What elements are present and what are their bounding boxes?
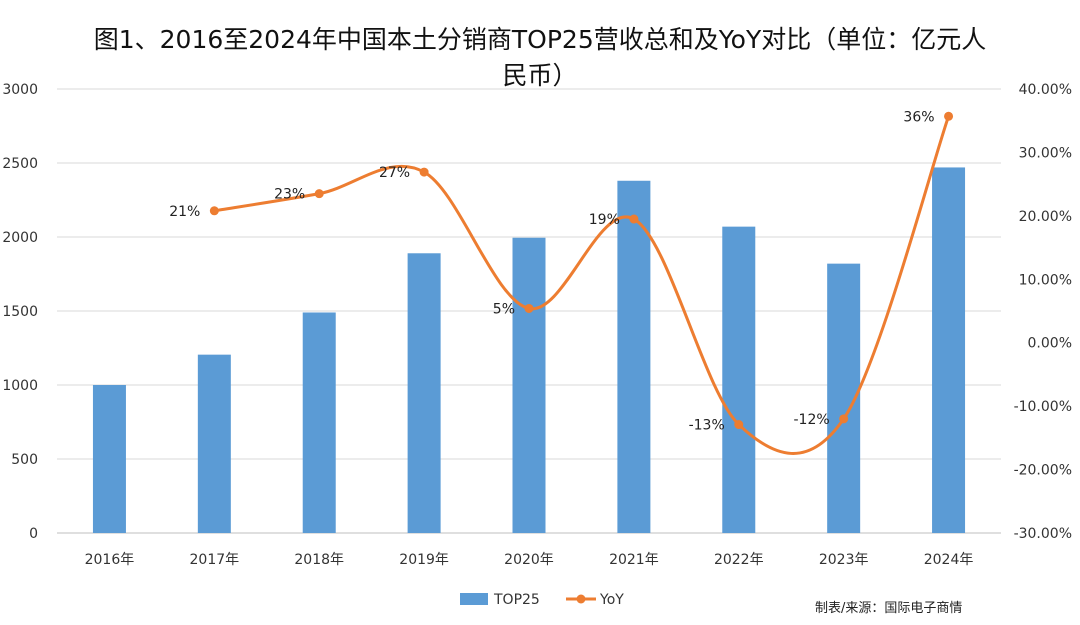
left-axis-tick-label: 1500 <box>2 304 38 320</box>
bar-top25 <box>92 385 126 533</box>
yoy-data-label: 21% <box>169 204 200 220</box>
category-label: 2023年 <box>819 552 869 568</box>
yoy-point <box>524 303 534 313</box>
right-axis-tick-label: -10.00% <box>1014 399 1072 415</box>
yoy-data-label: 19% <box>589 212 620 228</box>
left-axis-tick-label: 500 <box>11 452 38 468</box>
yoy-data-label: -13% <box>689 418 725 434</box>
right-axis-tick-label: 10.00% <box>1019 272 1072 288</box>
right-axis-tick-label: 0.00% <box>1028 336 1072 352</box>
yoy-point <box>944 111 954 121</box>
legend-label-yoy: YoY <box>599 592 624 608</box>
bar-top25 <box>197 354 231 533</box>
source-note: 制表/来源：国际电子商情 <box>815 601 962 616</box>
right-axis-tick-label: 40.00% <box>1019 82 1072 98</box>
bar-top25 <box>932 167 966 533</box>
left-axis-tick-label: 2000 <box>2 230 38 246</box>
category-label: 2024年 <box>924 552 974 568</box>
right-axis-tick-label: -30.00% <box>1014 526 1072 542</box>
bar-top25 <box>512 237 546 534</box>
yoy-data-label: -12% <box>793 412 829 428</box>
category-label: 2021年 <box>609 552 659 568</box>
left-axis-tick-label: 0 <box>29 526 38 542</box>
chart-title-line-1: 图1、2016至2024年中国本土分销商TOP25营收总和及YoY对比（单位：亿… <box>94 25 987 54</box>
category-label: 2016年 <box>85 552 135 568</box>
legend-label-top25: TOP25 <box>493 592 540 608</box>
legend-swatch-top25 <box>460 593 488 605</box>
right-axis-tick-label: -20.00% <box>1014 463 1072 479</box>
bar-top25 <box>302 312 336 533</box>
category-label: 2017年 <box>190 552 240 568</box>
yoy-point <box>839 414 849 424</box>
legend-swatch-yoy-marker <box>576 594 586 604</box>
left-axis-tick-label: 1000 <box>2 378 38 394</box>
category-label: 2022年 <box>714 552 764 568</box>
legend: TOP25 YoY <box>460 592 624 608</box>
left-axis-tick-label: 3000 <box>2 82 38 98</box>
category-label: 2020年 <box>504 552 554 568</box>
yoy-data-label: 5% <box>493 301 515 317</box>
left-axis-tick-label: 2500 <box>2 156 38 172</box>
yoy-point <box>419 167 429 177</box>
right-axis-tick-label: 20.00% <box>1019 209 1072 225</box>
bar-top25 <box>722 226 756 533</box>
yoy-data-label: 36% <box>903 109 934 125</box>
yoy-point <box>314 189 324 199</box>
right-axis-tick-label: 30.00% <box>1019 145 1072 161</box>
yoy-point <box>734 420 744 430</box>
bar-top25 <box>617 180 651 533</box>
category-label: 2018年 <box>294 552 344 568</box>
yoy-data-label: 23% <box>274 187 305 203</box>
yoy-point <box>209 206 219 216</box>
category-label: 2019年 <box>399 552 449 568</box>
yoy-point <box>629 214 639 224</box>
bar-top25 <box>407 253 441 533</box>
yoy-data-label: 27% <box>379 165 410 181</box>
chart-title-line-2: 民币） <box>502 61 577 90</box>
